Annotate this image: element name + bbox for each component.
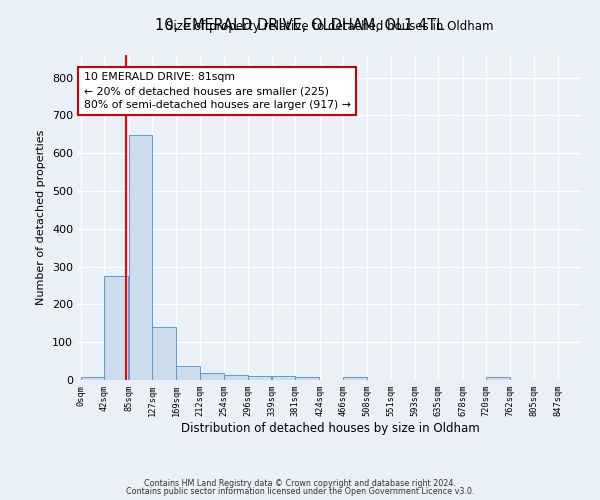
Bar [486, 377, 510, 380]
Bar [104, 276, 128, 380]
Bar [343, 377, 367, 380]
Text: 10 EMERALD DRIVE: 81sqm
← 20% of detached houses are smaller (225)
80% of semi-d: 10 EMERALD DRIVE: 81sqm ← 20% of detache… [83, 72, 350, 110]
Bar [176, 366, 200, 380]
Bar [200, 373, 224, 380]
X-axis label: Distribution of detached houses by size in Oldham: Distribution of detached houses by size … [181, 422, 479, 435]
Bar [152, 327, 176, 380]
Title: Size of property relative to detached houses in Oldham: Size of property relative to detached ho… [166, 20, 494, 33]
Bar [81, 377, 104, 380]
Bar [272, 376, 295, 380]
Bar [128, 135, 152, 380]
Text: Contains public sector information licensed under the Open Government Licence v3: Contains public sector information licen… [126, 487, 474, 496]
Y-axis label: Number of detached properties: Number of detached properties [37, 130, 46, 305]
Bar [248, 376, 271, 380]
Bar [224, 374, 248, 380]
Text: 10, EMERALD DRIVE, OLDHAM, OL1 4TL: 10, EMERALD DRIVE, OLDHAM, OL1 4TL [155, 18, 445, 32]
Bar [295, 377, 319, 380]
Text: Contains HM Land Registry data © Crown copyright and database right 2024.: Contains HM Land Registry data © Crown c… [144, 478, 456, 488]
